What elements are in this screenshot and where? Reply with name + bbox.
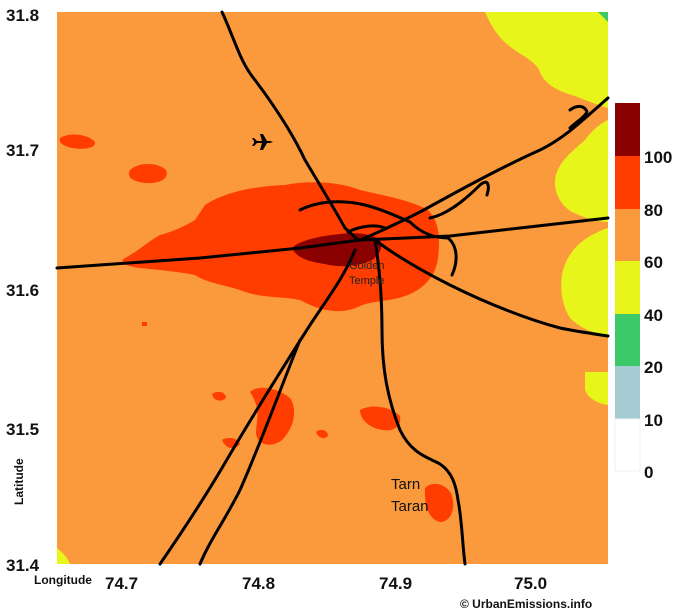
high-concentration-patch-tarn-taran [424, 483, 454, 522]
road-network [55, 10, 610, 566]
colorbar-tick-40: 40 [644, 306, 663, 325]
colorbar-tick-80: 80 [644, 201, 663, 220]
low-concentration-region-ne [485, 12, 608, 108]
y-tick-31-4: 31.4 [6, 556, 40, 575]
y-tick-31-7: 31.7 [6, 141, 40, 160]
colorbar-band-40-60 [615, 261, 640, 314]
colorbar-band-80-100 [615, 156, 640, 209]
colorbar-band-0-10 [614, 418, 641, 472]
colorbar-tick-60: 60 [644, 253, 663, 272]
place-label-golden-temple: Golden Temple [349, 259, 384, 289]
high-concentration-patch-w [128, 164, 167, 184]
colorbar-band-60-80 [615, 209, 640, 261]
high-concentration-patch-sw2 [212, 391, 226, 401]
golden-temple-line2: Temple [349, 275, 385, 287]
low-concentration-patch-sw-corner [57, 548, 70, 564]
tarn-taran-line2: Taran [391, 498, 429, 515]
golden-temple-line1: Golden [349, 260, 385, 272]
low-concentration-patch-ne-corner [598, 12, 608, 22]
place-label-tarn-taran: Tarn Taran [391, 474, 429, 518]
low-concentration-region-e [554, 120, 608, 222]
colorbar-tick-100: 100 [644, 148, 673, 167]
colorbar-band-20-40 [615, 314, 640, 366]
high-concentration-patch-nw [59, 134, 96, 149]
high-concentration-patch-s1 [360, 406, 401, 431]
x-tick-74-8: 74.8 [242, 574, 276, 593]
y-tick-31-6: 31.6 [6, 281, 40, 300]
y-tick-31-8: 31.8 [6, 6, 40, 25]
colorbar-band-10-20 [615, 366, 640, 419]
x-tick-75-0: 75.0 [514, 574, 548, 593]
colorbar-tick-0: 0 [644, 463, 654, 482]
x-tick-74-7: 74.7 [105, 574, 139, 593]
x-axis-label: Longitude [34, 573, 92, 587]
low-concentration-patch-s [585, 372, 608, 405]
y-tick-31-5: 31.5 [6, 420, 40, 439]
high-concentration-dot [142, 322, 147, 326]
y-axis-label: Latitude [12, 458, 26, 505]
high-concentration-patch-s2 [316, 429, 328, 439]
x-tick-74-9: 74.9 [379, 574, 413, 593]
low-concentration-region-se [561, 228, 608, 336]
high-concentration-region-city [122, 182, 439, 312]
airport-icon [252, 134, 273, 150]
colorbar-tick-10: 10 [644, 411, 663, 430]
colorbar-tick-20: 20 [644, 358, 663, 377]
tarn-taran-line1: Tarn [391, 476, 421, 493]
credit-text: © UrbanEmissions.info [460, 597, 593, 611]
colorbar [614, 103, 641, 472]
colorbar-band-gt100 [615, 103, 640, 156]
